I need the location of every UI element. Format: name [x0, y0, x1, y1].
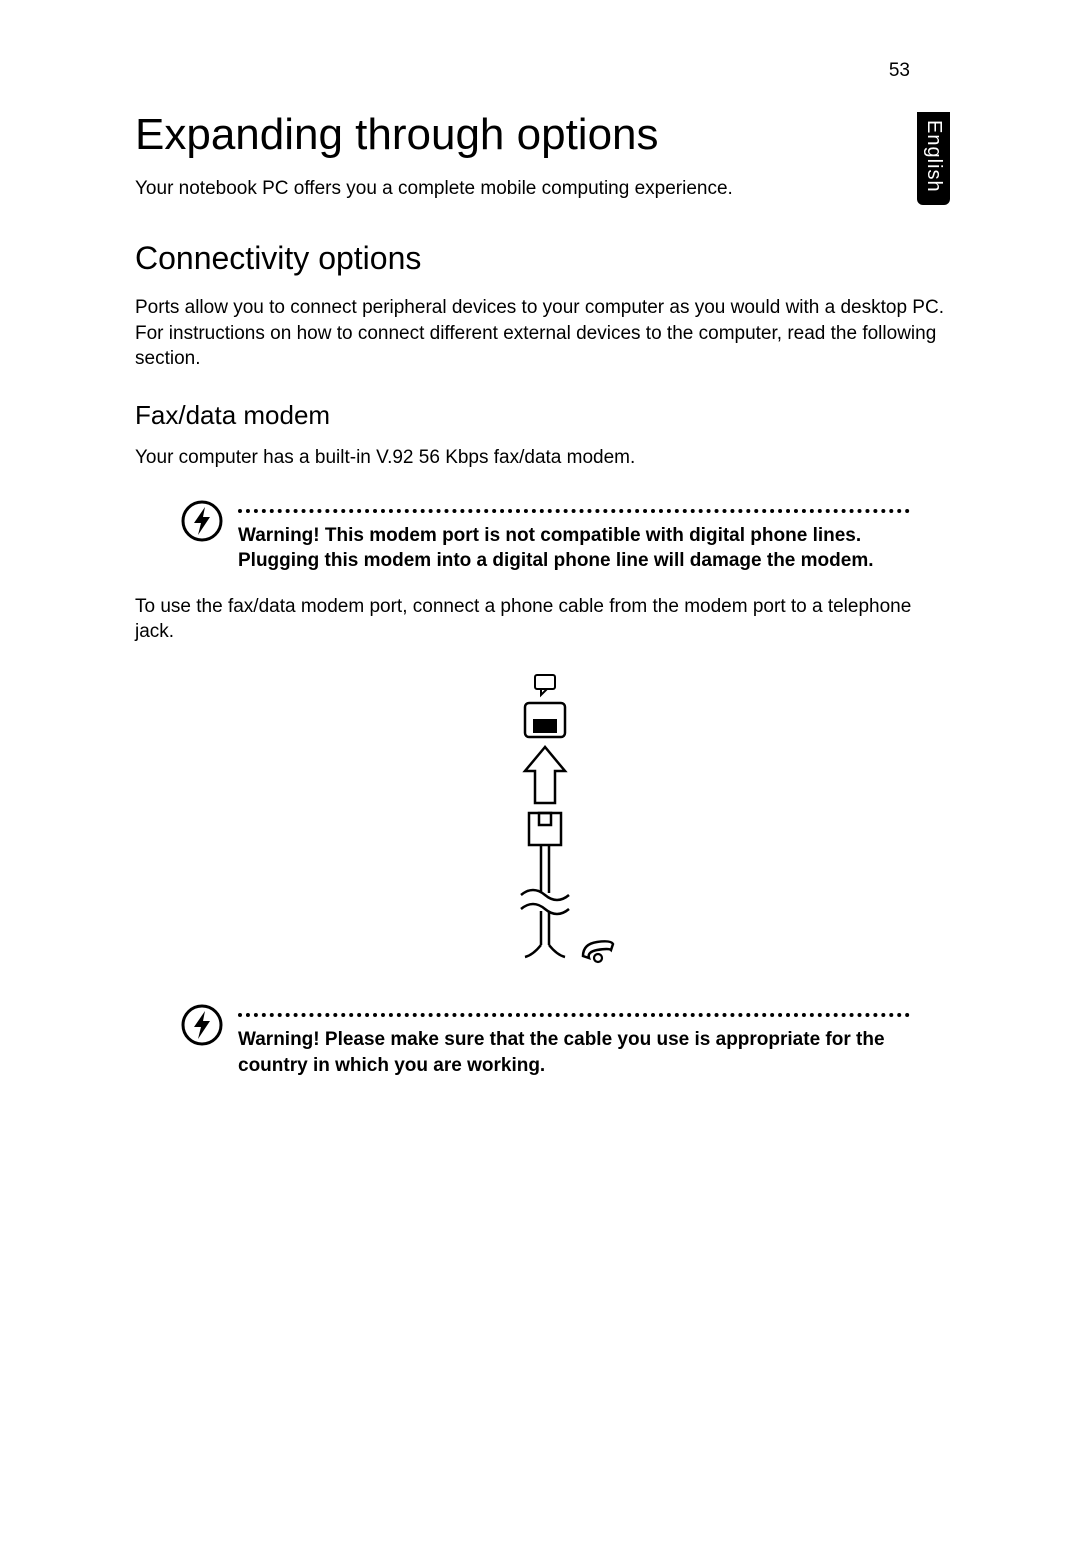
fax-intro-paragraph: Your computer has a built-in V.92 56 Kbp…	[135, 445, 950, 471]
warning-1-text: Warning! This modem port is not compatib…	[238, 523, 950, 574]
warning-lightning-icon	[180, 499, 224, 543]
dotted-rule	[238, 1013, 910, 1017]
fax-usage-paragraph: To use the fax/data modem port, connect …	[135, 594, 950, 645]
subsection-heading-fax: Fax/data modem	[135, 400, 950, 431]
modem-diagram-container	[135, 673, 950, 973]
warning-1-body: Warning! This modem port is not compatib…	[238, 499, 950, 574]
warning-lightning-icon	[180, 1003, 224, 1047]
language-tab: English	[917, 112, 950, 205]
warning-2-body: Warning! Please make sure that the cable…	[238, 1003, 950, 1078]
warning-block-1: Warning! This modem port is not compatib…	[180, 499, 950, 574]
manual-page: 53 English Expanding through options You…	[0, 0, 1080, 1158]
section-heading-connectivity: Connectivity options	[135, 240, 950, 277]
connectivity-paragraph: Ports allow you to connect peripheral de…	[135, 295, 950, 372]
dotted-rule	[238, 509, 910, 513]
page-number: 53	[889, 60, 910, 82]
warning-block-2: Warning! Please make sure that the cable…	[180, 1003, 950, 1078]
warning-2-text: Warning! Please make sure that the cable…	[238, 1027, 950, 1078]
modem-cable-diagram-icon	[463, 673, 623, 973]
intro-paragraph: Your notebook PC offers you a complete m…	[135, 178, 950, 200]
page-title-h1: Expanding through options	[135, 110, 950, 160]
